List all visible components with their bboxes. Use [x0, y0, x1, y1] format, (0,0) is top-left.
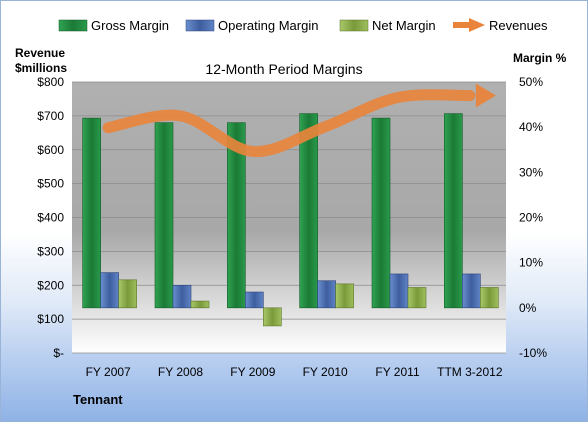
bar-operating-margin-0	[100, 272, 119, 309]
revenue-line-group	[102, 83, 496, 157]
bar-gross-margin-3	[299, 113, 318, 309]
category-label: FY 2009	[230, 365, 275, 379]
bar-gross-margin-1	[154, 122, 174, 309]
chart-title: 12-Month Period Margins	[205, 61, 362, 77]
left-axis-title-line1: Revenue	[15, 46, 65, 60]
bars	[82, 113, 499, 327]
right-tick-label: 40%	[519, 120, 543, 134]
bar-operating-margin-1	[172, 284, 192, 309]
bar-gross-margin-0	[82, 117, 101, 309]
revenue-line	[102, 89, 476, 157]
bar-net-margin-1	[190, 300, 210, 309]
bar-net-margin-4	[407, 287, 427, 309]
legend-swatch-revenues	[453, 18, 485, 32]
bar-net-margin-3	[335, 283, 354, 309]
bar-gross-margin-2	[227, 122, 246, 309]
category-label: FY 2008	[158, 365, 203, 379]
right-axis-ticks: -10% 0% 10% 20% 30% 40% 50%	[519, 75, 547, 360]
legend-label-net-margin: Net Margin	[372, 18, 436, 33]
bar-operating-margin-5	[462, 273, 481, 309]
legend-swatch-gross-margin	[58, 19, 88, 32]
left-tick-label: $800	[37, 75, 64, 89]
company-name: Tennant	[73, 392, 123, 407]
category-labels: FY 2007 FY 2008 FY 2009 FY 2010 FY 2011 TTM 3…	[86, 365, 503, 379]
legend-swatch-net-margin	[339, 19, 369, 32]
left-tick-label: $700	[37, 109, 64, 123]
category-label: FY 2010	[303, 365, 348, 379]
bar-net-margin-5	[480, 287, 499, 309]
right-tick-label: -10%	[519, 346, 547, 360]
legend-label-revenues: Revenues	[489, 18, 548, 33]
category-label: FY 2007	[86, 365, 131, 379]
left-tick-label: $300	[37, 244, 64, 258]
bar-net-margin-0	[118, 279, 137, 309]
legend-label-operating-margin: Operating Margin	[218, 18, 318, 33]
legend-swatch-operating-margin	[185, 19, 215, 32]
category-label: TTM 3-2012	[437, 365, 503, 379]
legend: Gross Margin Operating Margin Net Margin…	[58, 18, 548, 33]
left-axis-title-line2: $millions	[15, 61, 67, 75]
bar-gross-margin-4	[371, 117, 391, 309]
bar-operating-margin-4	[389, 273, 409, 309]
bar-net-margin-2	[263, 307, 282, 327]
right-tick-label: 0%	[519, 301, 537, 315]
left-axis-ticks: $- $100 $200 $300 $400 $500 $600 $700 $800	[37, 75, 64, 360]
left-tick-label: $100	[37, 312, 64, 326]
left-tick-label: $500	[37, 177, 64, 191]
bar-operating-margin-3	[317, 280, 336, 309]
right-tick-label: 50%	[519, 75, 543, 89]
left-tick-label: $600	[37, 143, 64, 157]
left-tick-label: $-	[53, 346, 64, 360]
right-tick-label: 10%	[519, 256, 543, 270]
legend-label-gross-margin: Gross Margin	[91, 18, 169, 33]
revenue-arrowhead	[475, 83, 496, 108]
left-tick-label: $400	[37, 211, 64, 225]
right-axis-title: Margin %	[513, 51, 567, 65]
category-label: FY 2011	[375, 365, 420, 379]
right-tick-label: 30%	[519, 165, 543, 179]
bar-operating-margin-2	[245, 291, 264, 309]
left-tick-label: $200	[37, 278, 64, 292]
bar-gross-margin-5	[444, 113, 463, 309]
right-tick-label: 20%	[519, 211, 543, 225]
